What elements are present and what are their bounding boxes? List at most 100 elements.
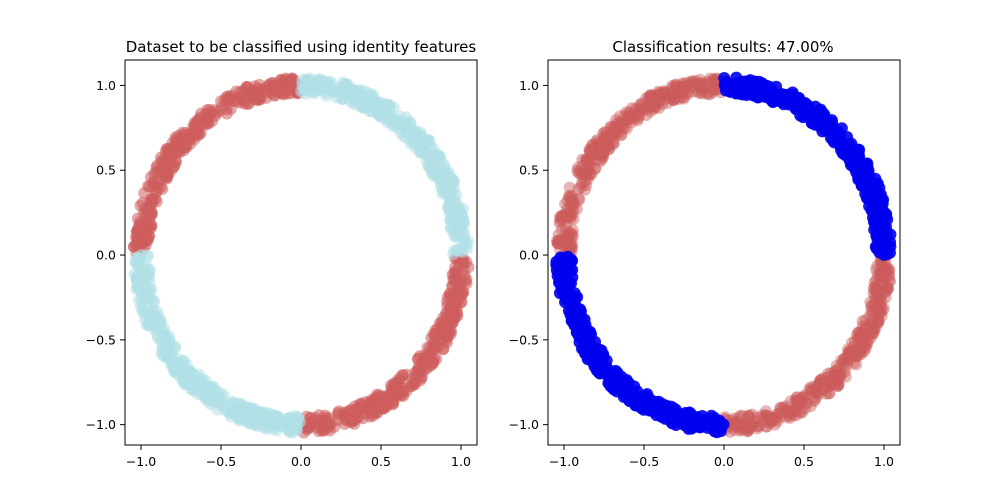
right-scatter-point	[873, 298, 886, 311]
right-scatter-point	[644, 89, 657, 102]
right-scatter-point	[755, 409, 768, 422]
right-scatter-point	[564, 199, 577, 212]
right-scatter-point	[596, 147, 609, 160]
right-scatter-point	[564, 198, 577, 211]
right-scatter-point	[852, 326, 865, 339]
left-scatter-point	[352, 85, 365, 98]
right-scatter-point	[608, 125, 621, 138]
left-scatter-point	[416, 355, 429, 368]
right-scatter-point	[735, 423, 748, 436]
right-scatter-point	[625, 113, 638, 126]
right-scatter-point	[880, 261, 893, 274]
right-scatter-point	[833, 371, 846, 384]
right-scatter-point	[597, 127, 610, 140]
right-scatter-point	[863, 310, 876, 323]
right-scatter-point	[870, 283, 883, 296]
right-scatter-point	[832, 378, 845, 391]
right-scatter-point	[838, 359, 851, 372]
right-scatter-point	[859, 330, 872, 343]
right-scatter-point	[580, 170, 593, 183]
right-scatter-point	[764, 85, 777, 98]
right-scatter-point	[817, 382, 830, 395]
right-scatter-point	[877, 302, 890, 315]
right-scatter-point	[870, 263, 883, 276]
right-scatter-point	[659, 86, 672, 99]
right-scatter-point	[567, 213, 580, 226]
right-scatter-point	[881, 282, 894, 295]
right-scatter-point	[805, 117, 818, 130]
right-scatter-point	[603, 143, 616, 156]
left-scatter-point	[384, 101, 397, 114]
right-scatter-point	[631, 114, 644, 127]
right-scatter-point	[727, 415, 740, 428]
right-scatter-point	[640, 109, 653, 121]
right-scatter-point	[873, 291, 886, 304]
right-scatter-point	[859, 314, 872, 327]
right-scatter-point	[656, 98, 669, 111]
right-scatter-point	[743, 419, 756, 432]
right-scatter-point	[883, 265, 896, 278]
right-scatter-point	[590, 135, 603, 148]
right-scatter-point	[563, 181, 576, 194]
right-scatter-point	[555, 223, 568, 236]
right-scatter-point	[708, 72, 721, 85]
right-scatter-point	[733, 424, 746, 437]
right-scatter-point	[608, 137, 621, 150]
right-scatter-point	[565, 231, 578, 244]
right-scatter-point	[612, 115, 625, 128]
right-scatter-point	[864, 331, 877, 344]
right-scatter-point	[677, 84, 690, 97]
right-scatter-point	[823, 379, 836, 392]
left-y-tick-label: 0.0	[96, 248, 116, 263]
right-scatter-point	[828, 365, 841, 378]
right-scatter-point	[566, 229, 579, 242]
right-scatter-point	[658, 86, 671, 99]
right-scatter-point	[861, 161, 874, 174]
left-scatter-point	[142, 249, 155, 262]
left-scatter-point	[353, 398, 366, 411]
right-scatter-point	[865, 318, 878, 331]
right-scatter-point	[847, 341, 860, 354]
right-scatter-point	[561, 202, 574, 215]
right-scatter-point	[794, 395, 807, 408]
right-scatter-point	[875, 273, 888, 286]
right-scatter-point	[742, 410, 755, 423]
right-scatter-point	[557, 235, 570, 248]
right-scatter-point	[824, 367, 837, 380]
right-scatter-point	[604, 120, 617, 133]
right-scatter-point	[564, 240, 577, 253]
left-y-tick-label: −1.0	[86, 417, 116, 432]
right-scatter-point	[586, 141, 599, 154]
right-scatter-point	[616, 121, 629, 134]
right-scatter-point	[869, 280, 882, 293]
right-scatter-point	[647, 89, 660, 102]
right-scatter-point	[871, 260, 884, 273]
right-scatter-point	[850, 358, 863, 371]
right-scatter-point	[556, 235, 569, 248]
left-scatter-point	[161, 350, 174, 363]
right-scatter-point	[582, 152, 595, 165]
right-scatter-point	[691, 416, 704, 429]
right-scatter-point	[612, 121, 625, 134]
right-scatter-point	[813, 377, 826, 390]
right-scatter-point	[808, 393, 821, 406]
right-scatter-point	[620, 106, 633, 119]
right-scatter-point	[649, 100, 662, 113]
right-scatter-point	[574, 167, 587, 180]
right-scatter-point	[599, 131, 612, 144]
right-scatter-point	[640, 91, 653, 104]
right-scatter-point	[824, 374, 837, 387]
right-scatter-point	[834, 131, 847, 144]
right-scatter-point	[766, 411, 779, 424]
right-scatter-point	[876, 259, 889, 272]
right-scatter-point	[606, 137, 619, 150]
right-scatter-point	[848, 335, 861, 348]
right-scatter-point	[883, 274, 896, 287]
right-scatter-point	[846, 336, 859, 349]
right-scatter-point	[759, 409, 772, 422]
right-scatter-point	[572, 192, 585, 205]
left-scatter-point	[130, 257, 143, 270]
right-scatter-point	[790, 391, 803, 404]
right-scatter-point	[748, 416, 761, 429]
